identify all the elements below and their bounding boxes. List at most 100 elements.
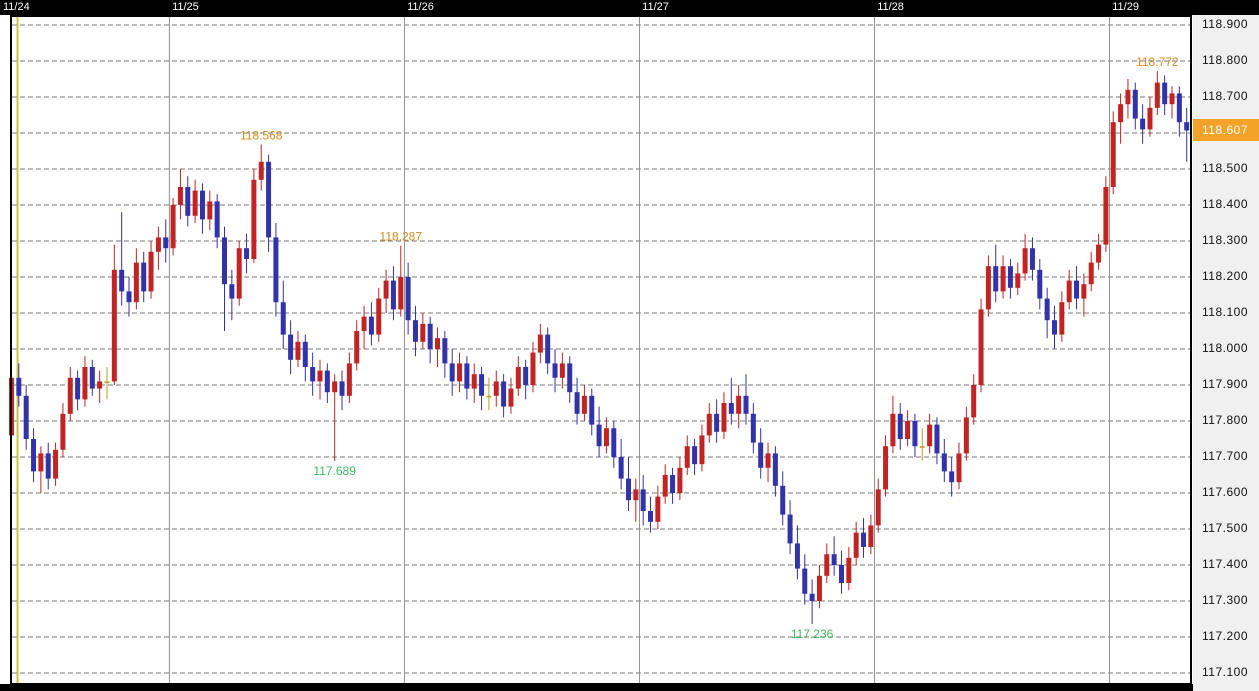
candle-body (897, 413, 903, 439)
candle-body (765, 453, 771, 468)
price-axis-label: 118.900 (1202, 17, 1248, 31)
candle-body (545, 334, 551, 364)
candle-body (442, 338, 448, 364)
candle-body (1022, 248, 1028, 274)
candle-body (368, 316, 374, 335)
candle-body (104, 381, 110, 383)
candle-body (890, 413, 896, 447)
candle-body (1184, 122, 1190, 131)
candle-body (119, 269, 125, 292)
date-axis-label: 11/25 (172, 1, 199, 13)
candle-body (1029, 248, 1035, 270)
date-axis-label: 11/27 (642, 1, 669, 13)
candle-body (875, 489, 881, 526)
candle-body (780, 485, 786, 515)
low-price-annotation: 117.236 (791, 627, 834, 641)
candle-body (390, 280, 396, 310)
candle-body (985, 266, 991, 310)
candle-body (1074, 280, 1080, 299)
candle-body (361, 316, 367, 331)
price-axis-label: 117.100 (1202, 665, 1248, 679)
price-axis-label: 118.400 (1202, 197, 1248, 211)
candle-body (905, 421, 911, 439)
candle-body (574, 392, 580, 414)
candle-body (133, 262, 139, 303)
candle-body (486, 395, 492, 398)
candle-body (354, 331, 360, 364)
candle-body (1096, 244, 1102, 263)
price-axis-label: 118.500 (1202, 161, 1248, 175)
candle-body (816, 575, 822, 601)
candle-body (1110, 122, 1116, 187)
price-axis-label: 117.700 (1202, 449, 1248, 463)
candle-body (912, 421, 918, 447)
candle-body (60, 413, 66, 450)
candle-body (603, 428, 609, 447)
price-axis-label: 118.100 (1202, 305, 1248, 319)
candle-body (640, 489, 646, 511)
candle-body (185, 187, 191, 216)
date-axis-label: 11/26 (407, 1, 434, 13)
candle-body (537, 334, 543, 353)
candle-body (1125, 89, 1131, 105)
candle-body (23, 395, 29, 439)
candle-body (155, 237, 161, 252)
candle-body (405, 277, 411, 321)
candle-body (838, 565, 844, 583)
price-axis-label: 117.500 (1202, 521, 1248, 535)
candle-body (288, 334, 294, 360)
candle-body (515, 367, 521, 389)
candle-body (677, 467, 683, 493)
candle-body (1081, 284, 1087, 299)
candle-body (831, 554, 837, 565)
candle-body (398, 277, 404, 310)
candle-body (1169, 93, 1175, 105)
candle-body (655, 496, 661, 522)
candle-body (376, 298, 382, 335)
candle-body (743, 395, 749, 414)
candle-body (949, 471, 955, 483)
candle-body (802, 568, 808, 594)
candle-body (567, 363, 573, 393)
candle-body (236, 248, 242, 299)
price-axis: 118.607 117.100 117.200 117.300 117.400 117.… (1193, 15, 1259, 691)
candle-body (346, 363, 352, 396)
price-axis-label: 117.800 (1202, 413, 1248, 427)
candle-body (625, 478, 631, 501)
candle-body (449, 363, 455, 382)
price-axis-label: 118.800 (1202, 53, 1248, 67)
date-axis-label: 11/24 (3, 1, 30, 13)
candle-body (934, 424, 940, 454)
candle-body (207, 201, 213, 220)
candle-body (1162, 82, 1168, 105)
candle-body (963, 417, 969, 454)
candle-body (192, 190, 198, 216)
candle-body (750, 413, 756, 443)
candle-body (324, 370, 330, 393)
candle-body (1176, 93, 1182, 123)
candle-body (501, 381, 507, 407)
candle-body (148, 251, 154, 292)
candle-body (1118, 104, 1124, 123)
candle-body (1088, 262, 1094, 285)
candle-body (758, 442, 764, 468)
date-axis-label: 11/29 (1112, 1, 1139, 13)
candle-body (927, 424, 933, 447)
candle-body (508, 388, 514, 407)
candle-body (1044, 298, 1050, 321)
candle-body (714, 413, 720, 432)
candle-body (662, 475, 668, 497)
candle-body (530, 352, 536, 385)
candle-body (1059, 302, 1065, 335)
candle-body (1000, 266, 1006, 292)
candle-body (596, 424, 602, 447)
candle-body (280, 302, 286, 335)
candle-body (699, 435, 705, 465)
candle-body (523, 367, 529, 385)
candle-body (589, 395, 595, 425)
price-axis-label: 117.300 (1202, 593, 1248, 607)
candle-body (427, 323, 433, 349)
current-price-marker: 118.607 (1193, 119, 1259, 142)
candle-body (794, 543, 800, 569)
